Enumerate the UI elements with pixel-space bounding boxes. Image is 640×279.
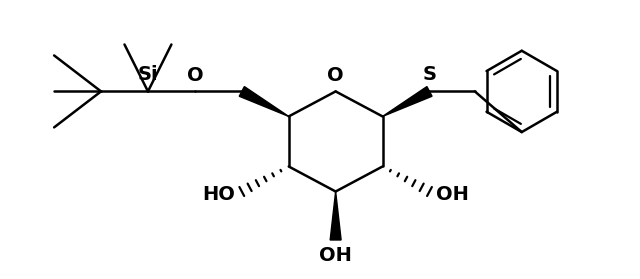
- Polygon shape: [239, 86, 289, 116]
- Polygon shape: [383, 86, 432, 116]
- Text: OH: OH: [436, 185, 468, 204]
- Text: HO: HO: [203, 185, 236, 204]
- Text: Si: Si: [138, 65, 158, 84]
- Text: OH: OH: [319, 246, 352, 265]
- Text: O: O: [187, 66, 203, 85]
- Polygon shape: [330, 191, 341, 240]
- Text: S: S: [422, 65, 436, 84]
- Text: O: O: [327, 66, 344, 85]
